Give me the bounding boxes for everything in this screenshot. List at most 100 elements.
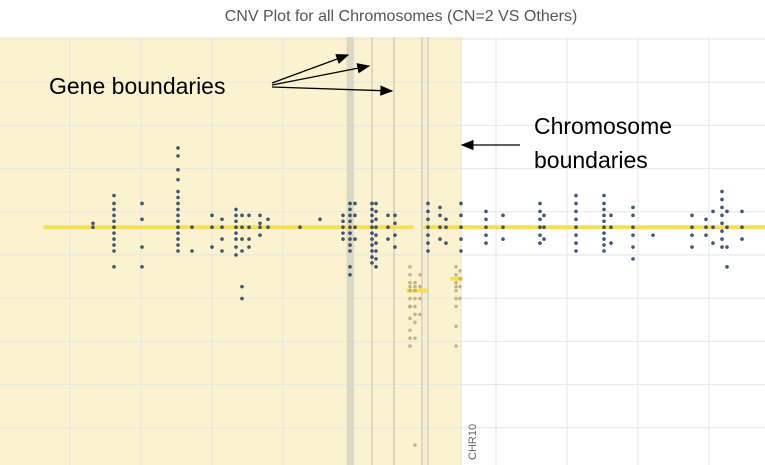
data-point bbox=[408, 336, 412, 340]
data-point bbox=[234, 219, 238, 224]
data-point bbox=[631, 225, 635, 230]
data-point bbox=[112, 219, 116, 224]
data-point bbox=[454, 288, 458, 293]
data-point bbox=[690, 213, 694, 218]
data-point bbox=[348, 201, 352, 206]
data-point bbox=[408, 344, 412, 348]
data-point bbox=[459, 201, 463, 206]
data-point bbox=[353, 225, 357, 230]
data-point bbox=[651, 233, 655, 237]
data-point bbox=[408, 316, 412, 321]
data-point bbox=[704, 217, 708, 222]
data-point bbox=[348, 237, 352, 241]
data-point bbox=[574, 225, 578, 230]
data-point bbox=[458, 296, 462, 301]
data-point bbox=[426, 201, 430, 206]
data-point bbox=[247, 213, 251, 218]
data-point bbox=[112, 243, 116, 247]
data-point bbox=[459, 249, 463, 253]
data-point bbox=[609, 213, 613, 218]
data-point bbox=[210, 225, 214, 230]
chromosome-boundaries-annotation-line2: boundaries bbox=[534, 147, 648, 173]
data-point bbox=[602, 225, 606, 230]
data-point bbox=[374, 241, 378, 245]
data-point bbox=[458, 284, 462, 289]
data-point bbox=[176, 219, 180, 224]
data-point bbox=[176, 201, 180, 206]
data-point bbox=[112, 237, 116, 241]
data-point bbox=[454, 296, 458, 301]
data-point bbox=[176, 154, 180, 158]
data-point bbox=[631, 205, 635, 210]
data-point bbox=[140, 245, 144, 249]
data-point bbox=[704, 225, 708, 230]
data-point bbox=[602, 201, 606, 206]
data-point bbox=[538, 241, 542, 245]
data-point bbox=[247, 225, 251, 230]
data-point bbox=[438, 213, 442, 218]
data-point bbox=[393, 245, 397, 249]
data-point bbox=[574, 217, 578, 222]
data-point bbox=[720, 245, 724, 249]
data-point bbox=[374, 265, 378, 269]
data-point bbox=[413, 280, 417, 285]
data-point bbox=[234, 237, 238, 241]
data-point bbox=[602, 249, 606, 253]
chromosome-label: CHR10 bbox=[467, 424, 479, 460]
data-point bbox=[501, 213, 505, 218]
data-point bbox=[574, 201, 578, 206]
data-point bbox=[370, 213, 374, 218]
data-point bbox=[140, 201, 144, 206]
data-point bbox=[631, 233, 635, 237]
data-point bbox=[413, 320, 417, 325]
data-point bbox=[408, 280, 412, 285]
data-point bbox=[240, 237, 244, 241]
data-point bbox=[112, 231, 116, 235]
data-point bbox=[386, 237, 390, 241]
data-point bbox=[725, 245, 729, 249]
data-point bbox=[458, 269, 462, 273]
data-point bbox=[353, 201, 357, 206]
data-point bbox=[112, 225, 116, 230]
data-point bbox=[438, 237, 442, 241]
grid-lines bbox=[0, 37, 765, 465]
data-point bbox=[602, 207, 606, 212]
data-point bbox=[341, 219, 345, 224]
data-point bbox=[374, 217, 378, 222]
data-point bbox=[176, 189, 180, 194]
data-point bbox=[176, 243, 180, 247]
data-point bbox=[740, 225, 744, 230]
data-point bbox=[374, 209, 378, 214]
data-point bbox=[234, 245, 238, 249]
data-point bbox=[538, 225, 542, 230]
data-point bbox=[348, 249, 352, 253]
data-point bbox=[348, 225, 352, 230]
data-point bbox=[210, 213, 214, 218]
data-point bbox=[341, 213, 345, 218]
data-point bbox=[393, 213, 397, 218]
gene-boundary-arrow-1 bbox=[271, 54, 350, 84]
data-point bbox=[176, 237, 180, 241]
data-point bbox=[454, 272, 458, 277]
data-point bbox=[501, 225, 505, 230]
data-point bbox=[458, 276, 462, 281]
data-point bbox=[353, 237, 357, 241]
data-point bbox=[459, 225, 463, 230]
data-point bbox=[298, 225, 302, 230]
data-point bbox=[501, 237, 505, 241]
data-point bbox=[408, 328, 412, 333]
data-point bbox=[190, 225, 194, 230]
data-point bbox=[538, 233, 542, 237]
data-point bbox=[444, 225, 448, 230]
data-point bbox=[413, 312, 417, 317]
data-point bbox=[444, 217, 448, 222]
plot-background bbox=[0, 37, 461, 465]
data-point bbox=[234, 231, 238, 235]
data-point bbox=[444, 241, 448, 245]
data-point bbox=[348, 207, 352, 212]
data-point bbox=[370, 261, 374, 265]
data-point bbox=[418, 312, 422, 317]
data-point bbox=[426, 233, 430, 237]
data-point bbox=[690, 225, 694, 230]
